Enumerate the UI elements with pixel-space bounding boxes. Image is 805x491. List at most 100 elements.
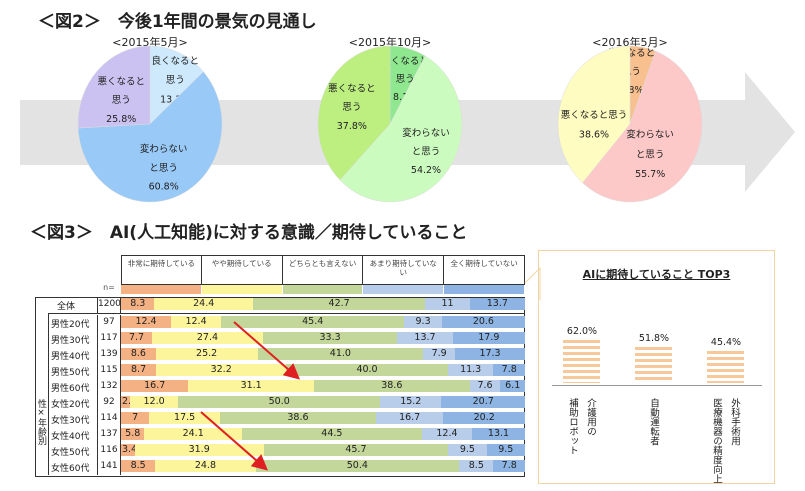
row-n: 1200 bbox=[97, 297, 121, 313]
pie-label: 5.8% bbox=[619, 85, 643, 96]
top3-category-label: 医療機器の精度向上 bbox=[711, 398, 722, 484]
bar-segment: 24.4 bbox=[154, 298, 253, 310]
bar-segment: 6.1 bbox=[500, 380, 525, 392]
bar-segment: 20.7 bbox=[441, 396, 525, 408]
row-n: 92 bbox=[97, 395, 121, 411]
legend-swatch bbox=[282, 285, 364, 294]
bar-segment: 8.3 bbox=[121, 298, 155, 310]
bar-segment: 8.5 bbox=[121, 460, 156, 472]
bar-segment: 15.2 bbox=[380, 396, 442, 408]
top3-value-label: 51.8% bbox=[638, 332, 670, 344]
pie-slice bbox=[582, 50, 703, 203]
row-n: 97 bbox=[97, 315, 121, 331]
pie-slice bbox=[149, 45, 204, 125]
row-label: 男性30代 bbox=[51, 336, 90, 346]
pie-label: 思う bbox=[342, 102, 361, 113]
bar-segment: 17.3 bbox=[455, 348, 525, 360]
row-n: 137 bbox=[97, 427, 121, 443]
pie-label: 良くなると bbox=[151, 55, 199, 67]
fig2-title: ＜図2＞ 今後1年間の景気の見通し bbox=[38, 12, 317, 32]
bar-segment: 38.6 bbox=[313, 380, 470, 392]
bar-segment: 8.5 bbox=[459, 460, 494, 472]
bar-segment: 8.7 bbox=[121, 364, 157, 376]
bar-segment: 7.9 bbox=[423, 348, 456, 360]
top3-category-label: 自動運転者 bbox=[648, 398, 659, 446]
pie-label: 54.2% bbox=[411, 165, 441, 176]
bar-segment: 13.7 bbox=[397, 332, 453, 344]
row-label: 女性30代 bbox=[51, 416, 90, 426]
pie-slice bbox=[317, 45, 391, 181]
legend-header: どちらとも言えない bbox=[282, 255, 364, 285]
bar-segment: 31.9 bbox=[134, 444, 264, 456]
bar-segment: 7.6 bbox=[469, 380, 501, 392]
bar-segment: 25.2 bbox=[155, 348, 258, 360]
legend-swatch bbox=[201, 285, 283, 294]
bar-segment: 24.1 bbox=[144, 428, 242, 440]
bar-segment: 27.4 bbox=[152, 332, 263, 344]
bar-segment: 7 bbox=[121, 412, 150, 424]
bar-segment: 50.4 bbox=[255, 460, 460, 472]
bar-segment: 2.2 bbox=[121, 396, 137, 408]
pie-label: 思う bbox=[166, 75, 185, 86]
bar-segment: 33.3 bbox=[262, 332, 398, 344]
pie-label: 変わらない bbox=[402, 127, 450, 139]
bar-segment: 24.8 bbox=[155, 460, 256, 472]
pie-label: 悪くなると bbox=[328, 83, 376, 94]
top3-bar bbox=[707, 351, 744, 383]
pie-charts: 良くなると思う13.3%変わらないと思う60.8%悪くなると思う25.8%良くな… bbox=[77, 45, 703, 203]
pie-label: 25.8% bbox=[106, 114, 136, 125]
pie-slice bbox=[339, 55, 463, 203]
bar-segment: 13.7 bbox=[469, 298, 525, 310]
pie-title: <2016年5月> bbox=[592, 36, 668, 49]
pie-slice bbox=[77, 71, 223, 203]
bar-segment: 45.4 bbox=[221, 316, 405, 328]
group-label: 性×年齢別 bbox=[35, 313, 49, 475]
bar-segment: 9.5 bbox=[448, 444, 487, 456]
pie-label: 変わらない bbox=[140, 143, 188, 155]
pie-label: 38.6% bbox=[579, 129, 609, 140]
row-divider bbox=[49, 313, 525, 314]
bar-segment: 12.4 bbox=[121, 316, 172, 328]
bar-segment: 11 bbox=[425, 298, 470, 310]
row-label: 男性60代 bbox=[51, 384, 90, 394]
top3-panel bbox=[538, 250, 775, 484]
pie-slice bbox=[557, 45, 631, 184]
legend-header: やや期待している bbox=[201, 255, 283, 285]
legend-swatch bbox=[363, 285, 445, 294]
bar-segment: 40.0 bbox=[286, 364, 448, 376]
bar-segment: 20.2 bbox=[443, 412, 525, 424]
row-label: 男性50代 bbox=[51, 368, 90, 378]
bar-segment: 17.5 bbox=[149, 412, 220, 424]
legend-header: 全く期待していない bbox=[444, 255, 525, 285]
top3-value-label: 45.4% bbox=[710, 337, 742, 349]
bar-segment: 16.7 bbox=[121, 380, 189, 392]
pie-label: 思う bbox=[112, 95, 131, 106]
bar-segment: 44.5 bbox=[241, 428, 422, 440]
bar-segment: 31.1 bbox=[188, 380, 314, 392]
legend-header: 非常に期待している bbox=[121, 255, 202, 285]
pie-title: <2015年10月> bbox=[348, 36, 432, 49]
bar-segment: 9.3 bbox=[404, 316, 442, 328]
bar-segment: 12.0 bbox=[129, 396, 179, 408]
row-label: 女性40代 bbox=[51, 432, 90, 442]
row-n: 117 bbox=[97, 331, 121, 347]
pie-label: 悪くなると思う bbox=[561, 110, 628, 121]
bar-segment: 38.6 bbox=[219, 412, 376, 424]
bar-segment: 45.7 bbox=[263, 444, 449, 456]
legend-header: あまり期待していない bbox=[363, 255, 445, 285]
top3-axis bbox=[552, 385, 762, 386]
pie-label: と思う bbox=[149, 163, 178, 174]
pie-label: と思う bbox=[412, 147, 441, 158]
top3-category-label: 補助ロボット bbox=[567, 398, 578, 455]
pie-label: 60.8% bbox=[149, 182, 179, 193]
bar-segment: 3.4 bbox=[121, 444, 138, 456]
row-label: 女性20代 bbox=[51, 400, 90, 410]
bar-segment: 17.9 bbox=[452, 332, 525, 344]
top3-bar bbox=[635, 346, 672, 383]
row-label: 女性60代 bbox=[51, 464, 90, 474]
row-n: 132 bbox=[97, 379, 121, 395]
top3-bar bbox=[563, 339, 600, 383]
pie-label: 思う bbox=[396, 74, 415, 85]
bar-segment: 16.7 bbox=[375, 412, 444, 424]
bar-segment: 12.4 bbox=[421, 428, 473, 440]
